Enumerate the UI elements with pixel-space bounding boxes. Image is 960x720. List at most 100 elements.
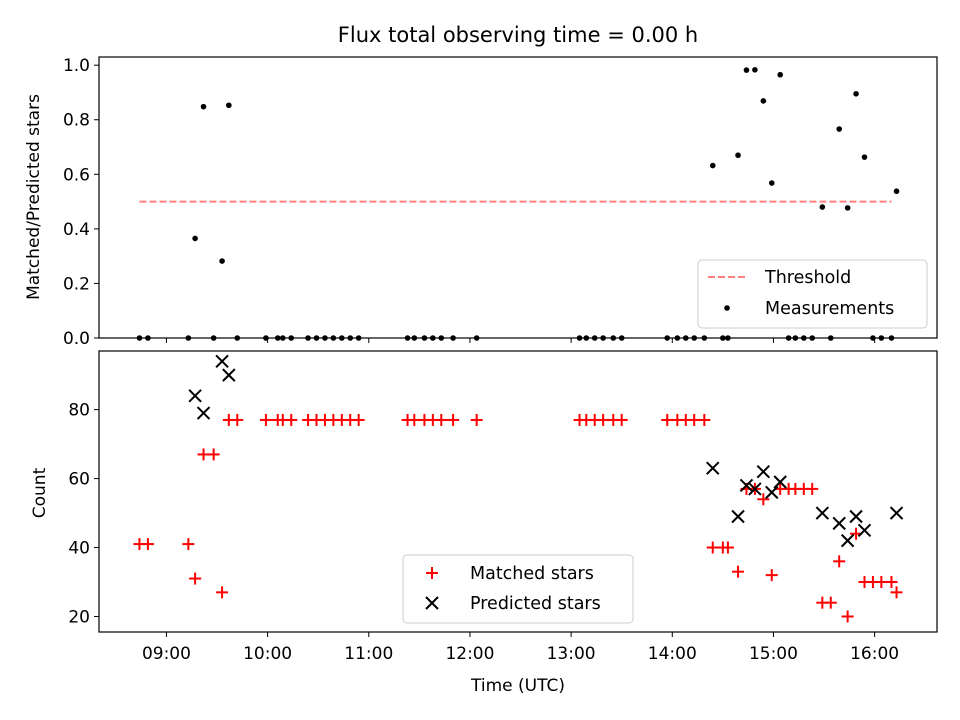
top-legend: Threshold Measurements (697, 259, 928, 329)
predicted-star-point (849, 509, 863, 524)
bottom-plot-frame (98, 350, 938, 633)
bottom-x-ticks: 09:00 10:00 11:00 12:00 13:00 14:00 15:00 16:00 (142, 632, 899, 664)
measurement-point (777, 71, 783, 78)
bottom-y-tick-label: 80 (68, 401, 90, 421)
matched-star-point (688, 413, 701, 426)
x-tick-label: 09:00 (142, 644, 191, 664)
x-axis-label: Time (UTC) (470, 676, 565, 696)
matched-star-point (182, 538, 195, 551)
matched-star-point (824, 596, 837, 609)
measurement-point (752, 67, 758, 73)
matched-star-point (197, 448, 210, 461)
predicted-star-point (215, 354, 229, 369)
predicted-star-point (832, 516, 846, 531)
predicted-stars-series (188, 354, 904, 548)
measurement-point (192, 235, 198, 242)
matched-star-point (189, 572, 202, 585)
top-legend-box (697, 259, 928, 329)
legend-predicted-swatch (425, 596, 439, 610)
predicted-star-point (773, 475, 787, 489)
matched-star-point (231, 413, 244, 426)
x-tick-label: 10:00 (243, 644, 292, 664)
predicted-star-point (756, 464, 771, 479)
x-tick-label: 11:00 (344, 644, 393, 664)
bottom-y-tick-label: 40 (68, 539, 90, 559)
top-y-tick-label: 0.8 (63, 111, 90, 131)
measurement-point (735, 152, 741, 159)
measurement-point (853, 91, 859, 97)
matched-star-point (765, 569, 778, 582)
measurement-point (836, 126, 843, 132)
measurement-point (709, 162, 716, 169)
measurement-point (219, 258, 225, 264)
measurement-point (844, 205, 851, 211)
top-plot-frame (98, 56, 938, 339)
matched-star-point (216, 586, 229, 599)
top-y-tick-label: 1.0 (63, 56, 90, 76)
legend-matched-label: Matched stars (470, 564, 594, 584)
matched-stars-series (133, 413, 903, 623)
matched-star-point (207, 448, 220, 461)
predicted-star-point (196, 406, 211, 420)
top-y-tick-label: 0.0 (63, 329, 90, 349)
predicted-star-point (748, 482, 762, 496)
predicted-star-point (188, 389, 202, 403)
matched-star-point (447, 413, 460, 426)
matched-star-point (285, 413, 298, 426)
matched-star-point (890, 586, 903, 599)
x-tick-label: 13:00 (547, 644, 596, 664)
top-y-axis-label: Matched/Predicted stars (24, 94, 44, 300)
predicted-star-point (815, 506, 830, 520)
legend-measurements-swatch (724, 305, 730, 311)
predicted-star-point (765, 485, 779, 500)
x-tick-label: 16:00 (850, 644, 899, 664)
x-tick-label: 14:00 (648, 644, 697, 664)
legend-threshold-label: Threshold (764, 268, 851, 288)
legend-predicted-label: Predicted stars (470, 594, 601, 614)
matched-star-point (757, 493, 770, 506)
bottom-subplot: Count Time (UTC) 20 40 60 80 09:00 10:00 11:0… (30, 350, 938, 696)
top-subplot: Flux total observing time = 0.00 h Match… (24, 23, 938, 349)
matched-star-point (435, 413, 448, 426)
matched-star-point (698, 413, 711, 426)
predicted-star-point (840, 533, 855, 548)
predicted-star-point (889, 506, 904, 520)
predicted-star-point (222, 368, 236, 382)
measurement-point (743, 67, 750, 73)
bottom-legend: Matched stars Predicted stars (402, 554, 634, 624)
measurement-point (768, 180, 775, 186)
matched-star-point (721, 541, 734, 554)
measurement-point (819, 204, 826, 210)
bottom-y-tick-label: 60 (68, 470, 90, 490)
measurement-point (861, 154, 868, 160)
matched-star-point (875, 576, 888, 589)
measurement-point (760, 98, 767, 104)
predicted-star-point (706, 461, 720, 475)
matched-star-point (470, 413, 483, 426)
matched-star-point (259, 413, 272, 426)
measurement-point (200, 103, 207, 110)
legend-matched-swatch (426, 567, 438, 579)
matched-star-point (706, 541, 719, 554)
predicted-star-point (731, 509, 745, 524)
top-y-tick-label: 0.6 (63, 165, 90, 185)
matched-star-point (732, 565, 745, 578)
x-tick-label: 15:00 (749, 644, 798, 664)
bottom-y-ticks: 20 40 60 80 (68, 401, 99, 627)
top-y-tick-label: 0.4 (63, 220, 90, 240)
matched-star-point (661, 413, 674, 426)
chart-title: Flux total observing time = 0.00 h (338, 23, 698, 47)
matched-star-point (141, 538, 154, 551)
legend-measurements-label: Measurements (765, 299, 894, 319)
matched-star-point (885, 576, 898, 589)
x-tick-label: 12:00 (445, 644, 494, 664)
top-y-tick-label: 0.2 (63, 274, 90, 294)
matched-star-point (841, 610, 854, 623)
measurement-point (893, 188, 900, 195)
measurement-point (226, 102, 232, 109)
predicted-star-point (857, 523, 872, 537)
matched-star-point (597, 413, 610, 426)
matched-star-point (615, 413, 628, 426)
matched-star-point (408, 413, 421, 426)
